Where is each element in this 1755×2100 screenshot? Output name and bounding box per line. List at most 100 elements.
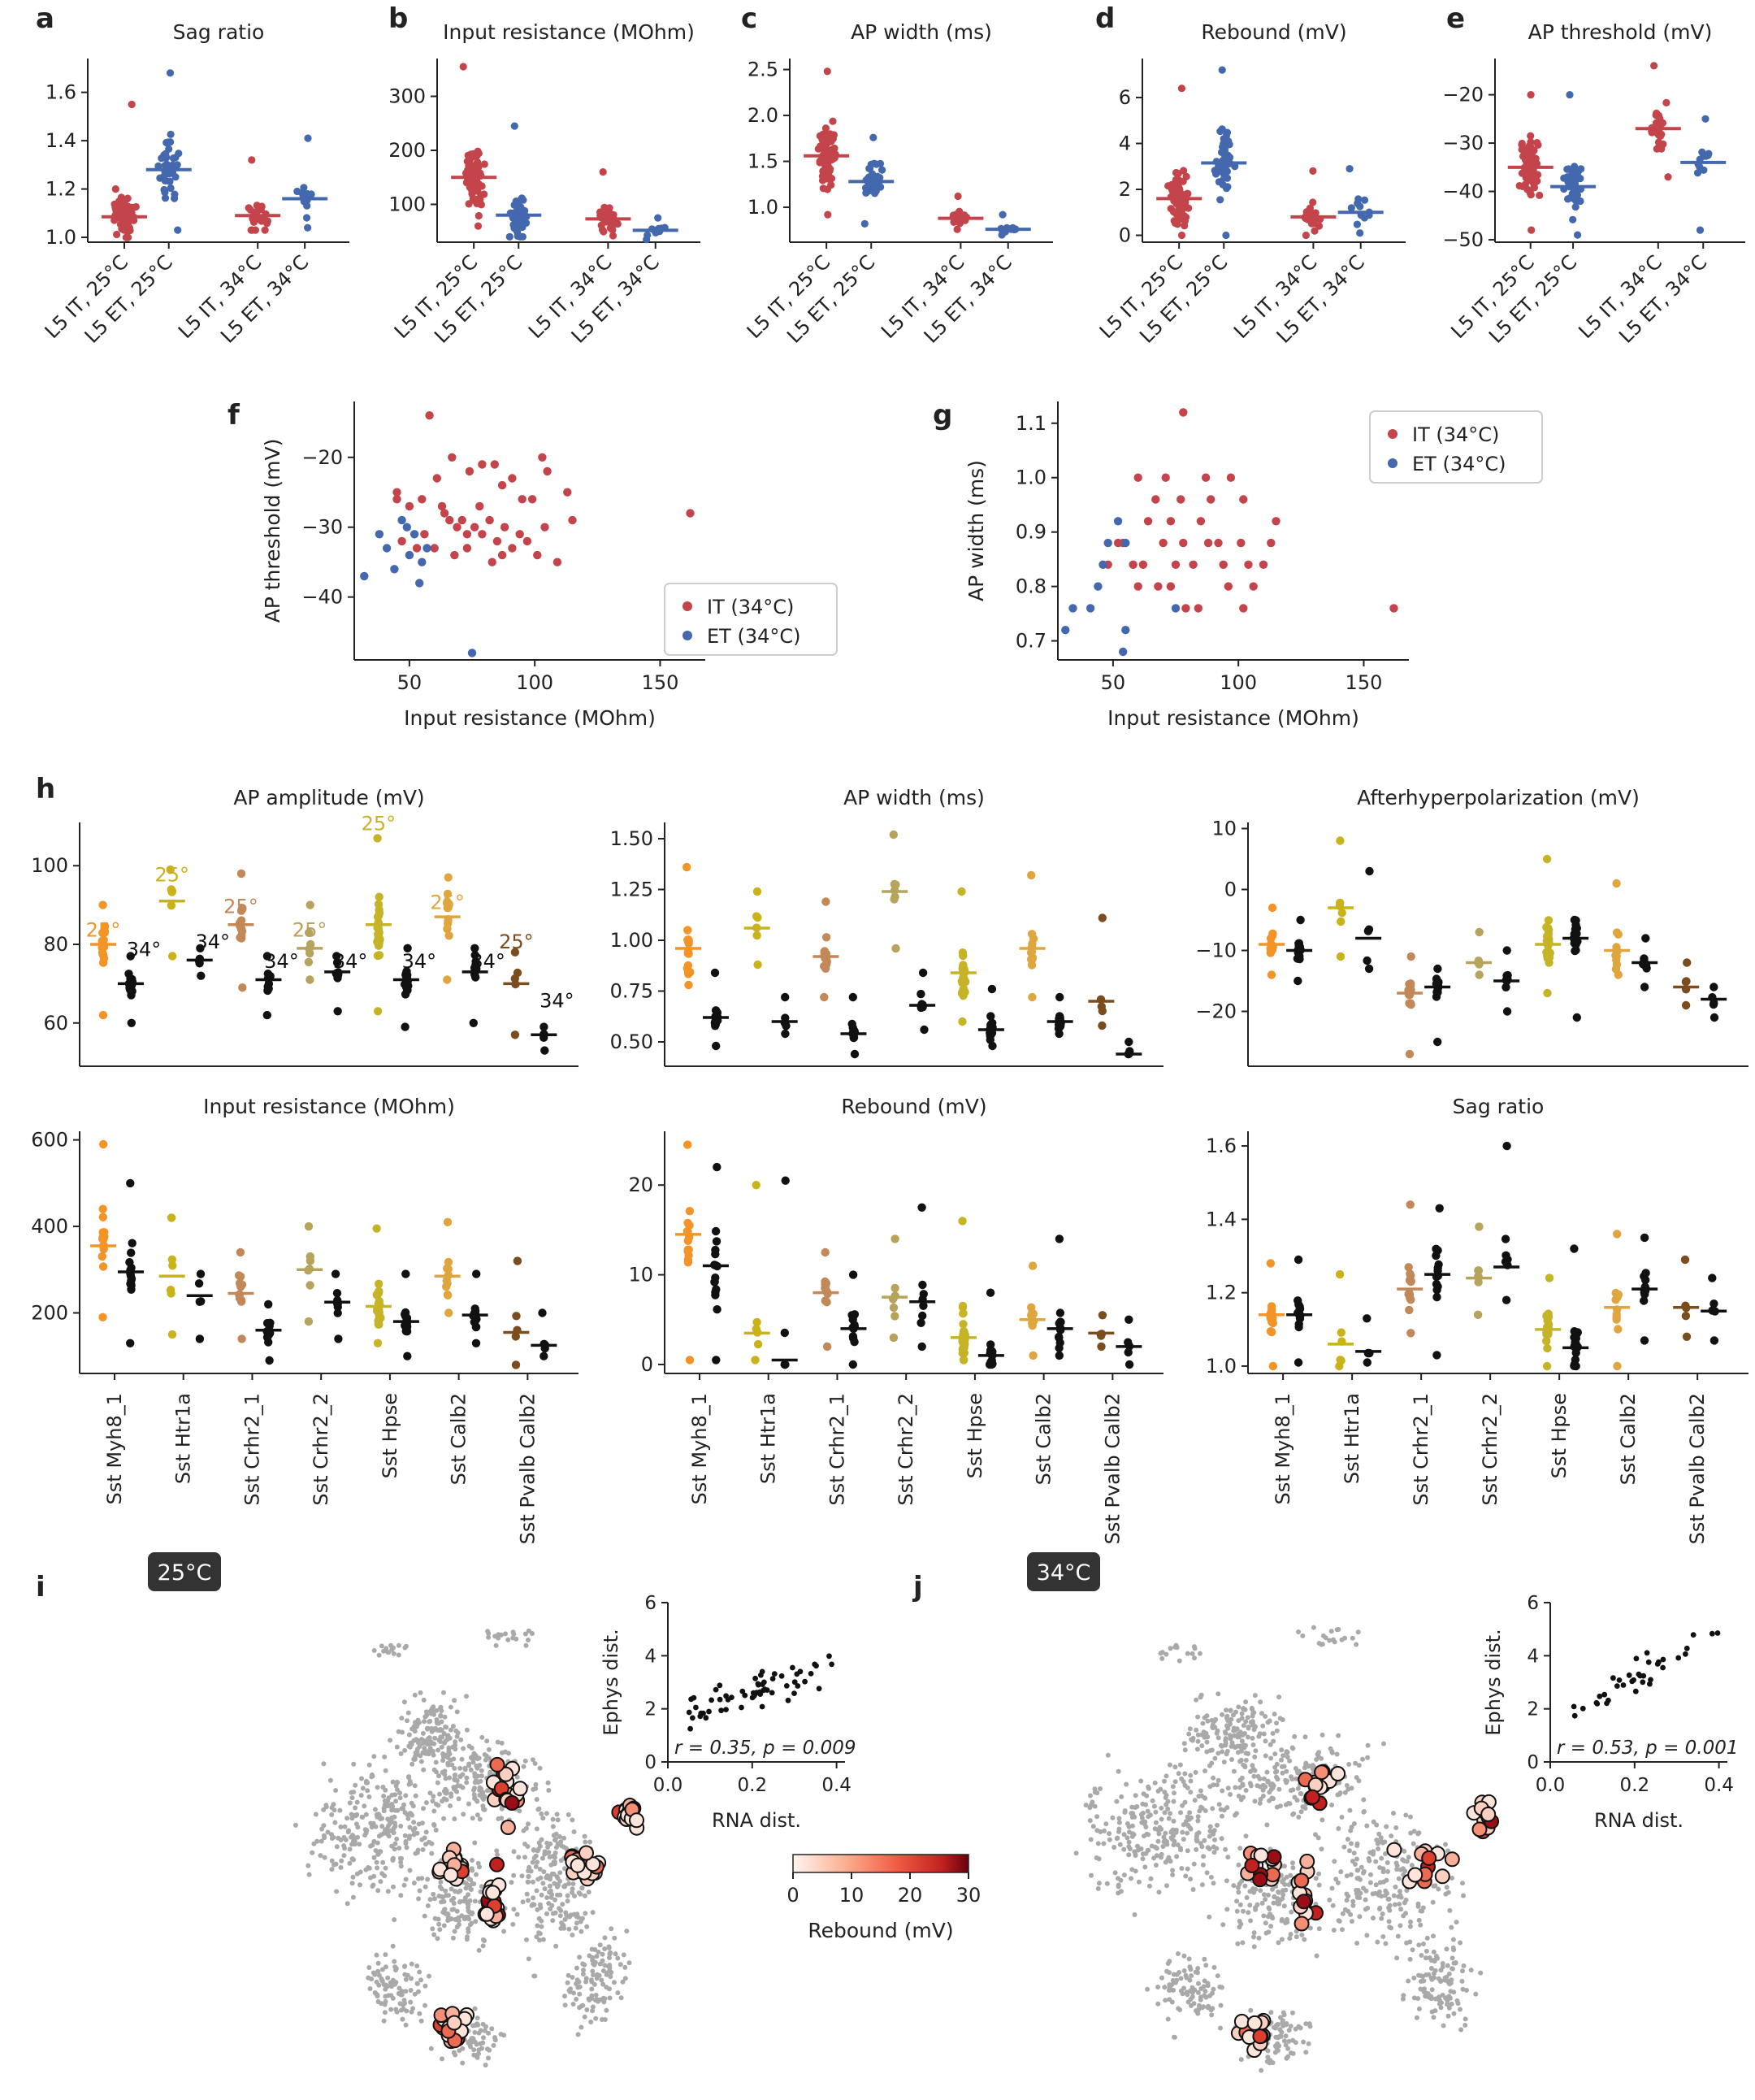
data-point-25 [444, 1257, 453, 1267]
embedding-point [398, 1824, 404, 1829]
embedding-point [430, 1798, 436, 1804]
data-point-34 [1570, 1360, 1580, 1369]
embedding-point [1164, 1802, 1169, 1807]
embedding-point [486, 1746, 492, 1752]
data-point [825, 172, 833, 180]
embedding-point [574, 1981, 578, 1986]
inset-point [717, 1696, 723, 1703]
inset-point [771, 1671, 778, 1677]
embedding-point [1190, 1651, 1195, 1656]
data-point-25 [1680, 1255, 1690, 1265]
embedding-point [1178, 1810, 1183, 1816]
embedding-point [1398, 1893, 1403, 1898]
data-point-25 [375, 911, 384, 920]
data-point-25 [685, 1356, 695, 1365]
data-point [1207, 495, 1216, 504]
embedding-point [499, 1740, 505, 1746]
embedding-point [422, 1719, 427, 1725]
data-point-25 [1098, 1021, 1107, 1030]
data-point [1121, 538, 1130, 548]
data-point [1569, 215, 1577, 223]
embedding-point [390, 1943, 396, 1949]
panel-h-category-label: Sst Calb2 [448, 1393, 470, 1485]
embedding-point [1283, 1887, 1289, 1893]
embedding-point [1387, 1903, 1393, 1908]
data-point-25 [513, 968, 522, 978]
embedding-point [1302, 1734, 1308, 1740]
embedding-point [1453, 1960, 1458, 1965]
embedding-point [1094, 1790, 1100, 1796]
embedding-point [1449, 2001, 1454, 2007]
embedding-point [1407, 1956, 1413, 1962]
embedding-point [421, 1738, 427, 1743]
embedding-point [1428, 1975, 1434, 1981]
embedding-point [1270, 1730, 1276, 1736]
data-point [1220, 135, 1228, 143]
data-point-25 [167, 901, 176, 910]
inset-xtick-label: 0.2 [738, 1775, 768, 1796]
embedding-point [1478, 1970, 1484, 1976]
embedding-point [411, 1881, 417, 1885]
data-point [830, 131, 838, 139]
embedding-point [358, 1793, 364, 1798]
embedding-point [594, 1954, 600, 1959]
data-point-34 [124, 970, 133, 978]
panel-d-ytick-label: 4 [1119, 132, 1131, 155]
embedding-point [1178, 1976, 1184, 1981]
panel-h-0-ytick-label: 100 [31, 854, 68, 877]
data-point-25 [957, 887, 966, 896]
data-point [445, 515, 454, 525]
data-point-34 [848, 1360, 858, 1369]
embedding-point [1298, 2025, 1303, 2031]
embedding-point [491, 2042, 496, 2048]
embedding-point [1394, 1955, 1400, 1961]
data-point [1353, 220, 1361, 228]
embedding-point [321, 1833, 327, 1838]
panel-h-category-label: Sst Calb2 [1033, 1393, 1055, 1485]
panel-h-subplot-title: Sag ratio [1453, 1095, 1545, 1118]
embedding-point [1133, 1868, 1138, 1874]
embedding-point [445, 1911, 451, 1917]
embedding-point [408, 1999, 414, 2005]
embedding-point [439, 1899, 444, 1905]
data-point-34 [1433, 1037, 1442, 1047]
embedding-point [522, 1758, 528, 1764]
embedding-point [1192, 1655, 1197, 1661]
embedding-point [476, 1947, 482, 1953]
embedding-point [592, 1962, 597, 1968]
embedding-point [1098, 1786, 1103, 1791]
embedding-point [1455, 2001, 1461, 2007]
data-point-25 [1098, 1311, 1107, 1320]
embedding-point [442, 1714, 448, 1720]
embedding-point [1431, 1971, 1436, 1976]
data-point-25 [683, 926, 692, 935]
embedding-point [1346, 1762, 1352, 1767]
embedding-point [1155, 1828, 1161, 1833]
embedding-point [1217, 1984, 1223, 1989]
data-point [488, 558, 496, 566]
embedding-point [1251, 1773, 1257, 1779]
embedding-point [1116, 1768, 1121, 1774]
data-point-34 [197, 971, 206, 980]
embedding-point [1197, 1651, 1202, 1656]
data-point-25 [821, 1247, 830, 1257]
embedding-point [412, 1783, 418, 1789]
data-point-25 [166, 865, 175, 874]
data-point-34 [1432, 1292, 1441, 1302]
embedding-point [1277, 2033, 1283, 2039]
data-point [1174, 169, 1182, 178]
embedding-point [434, 1769, 439, 1775]
embedding-point [363, 1811, 369, 1817]
embedding-point [401, 1699, 407, 1705]
embedding-point [460, 2046, 466, 2051]
embedding-point [1459, 1978, 1465, 1984]
embedding-point [1185, 1830, 1190, 1836]
embedding-point [574, 1977, 580, 1983]
embedding-point [457, 1888, 463, 1894]
embedding-point [403, 1989, 409, 1994]
embedding-point [385, 1650, 391, 1655]
embedding-point [1216, 1777, 1221, 1783]
embedding-point [1419, 1953, 1424, 1958]
data-point-25 [1029, 1351, 1038, 1360]
data-point-25 [958, 1344, 968, 1354]
